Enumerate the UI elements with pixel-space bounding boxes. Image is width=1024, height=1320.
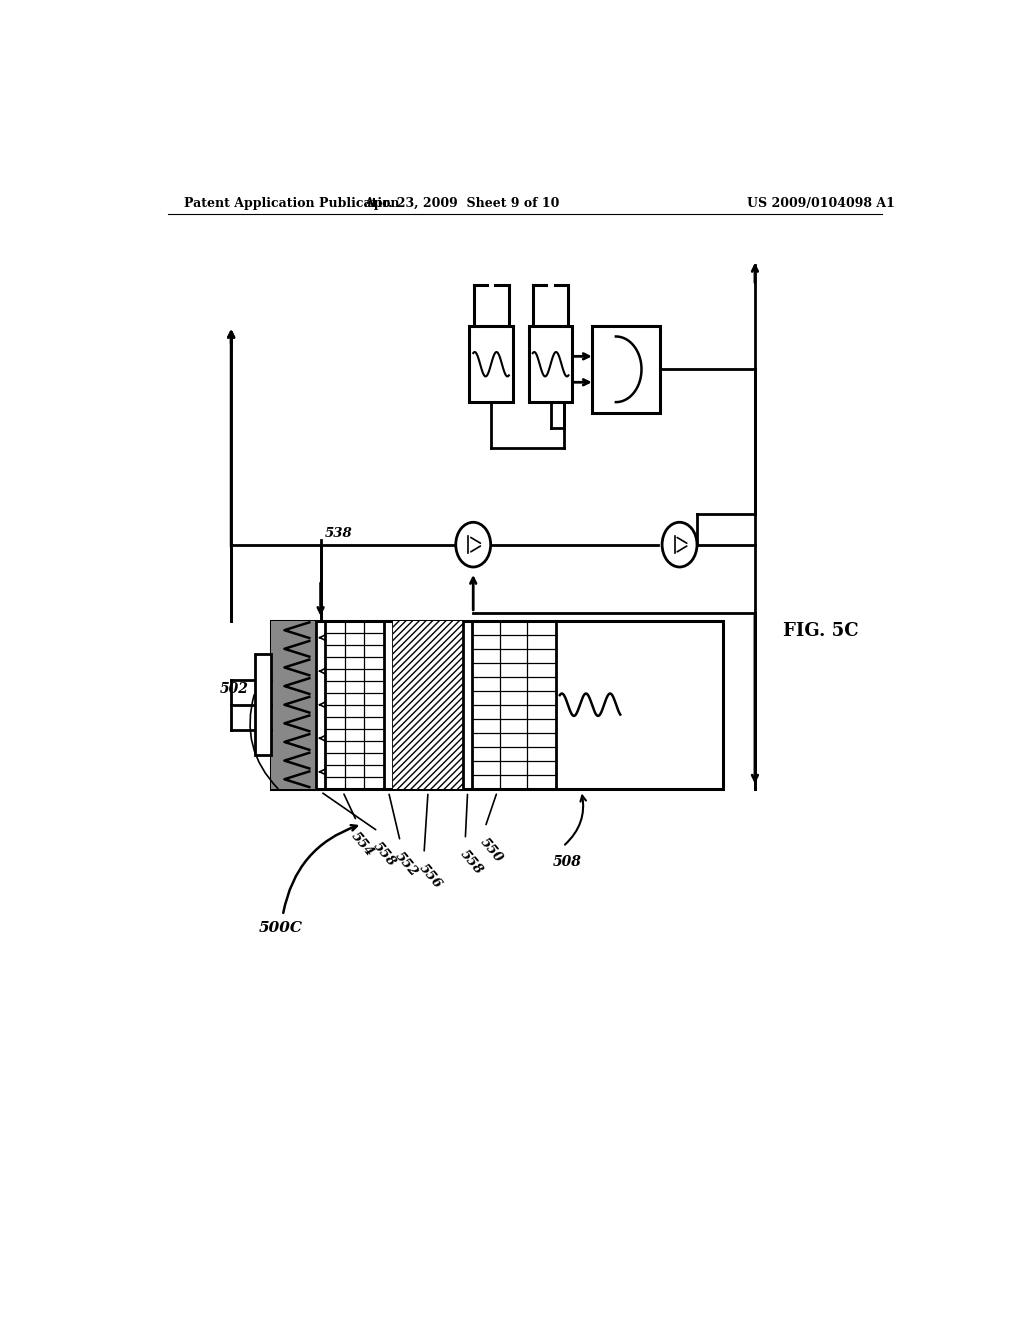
Text: 558: 558 [458,847,485,876]
Bar [528,326,572,403]
Text: 550: 550 [477,836,505,865]
Circle shape [663,523,697,568]
Text: 500C: 500C [259,921,303,935]
Text: FIG. 5C: FIG. 5C [782,622,858,640]
Text: 502: 502 [219,682,248,696]
Text: Apr. 23, 2009  Sheet 9 of 10: Apr. 23, 2009 Sheet 9 of 10 [364,197,559,210]
Circle shape [456,523,490,568]
Text: 508: 508 [553,854,582,869]
Bar [393,620,463,788]
Text: 556: 556 [416,862,443,891]
Text: 558: 558 [370,840,398,869]
Bar [270,620,723,788]
Text: 554: 554 [348,829,377,859]
Text: US 2009/0104098 A1: US 2009/0104098 A1 [748,197,895,210]
Bar [469,326,513,403]
Bar [255,655,270,755]
Text: 538: 538 [325,527,352,540]
Text: Patent Application Publication: Patent Application Publication [183,197,399,210]
Bar [592,326,659,412]
Text: 552: 552 [392,850,420,879]
Bar [270,620,316,788]
